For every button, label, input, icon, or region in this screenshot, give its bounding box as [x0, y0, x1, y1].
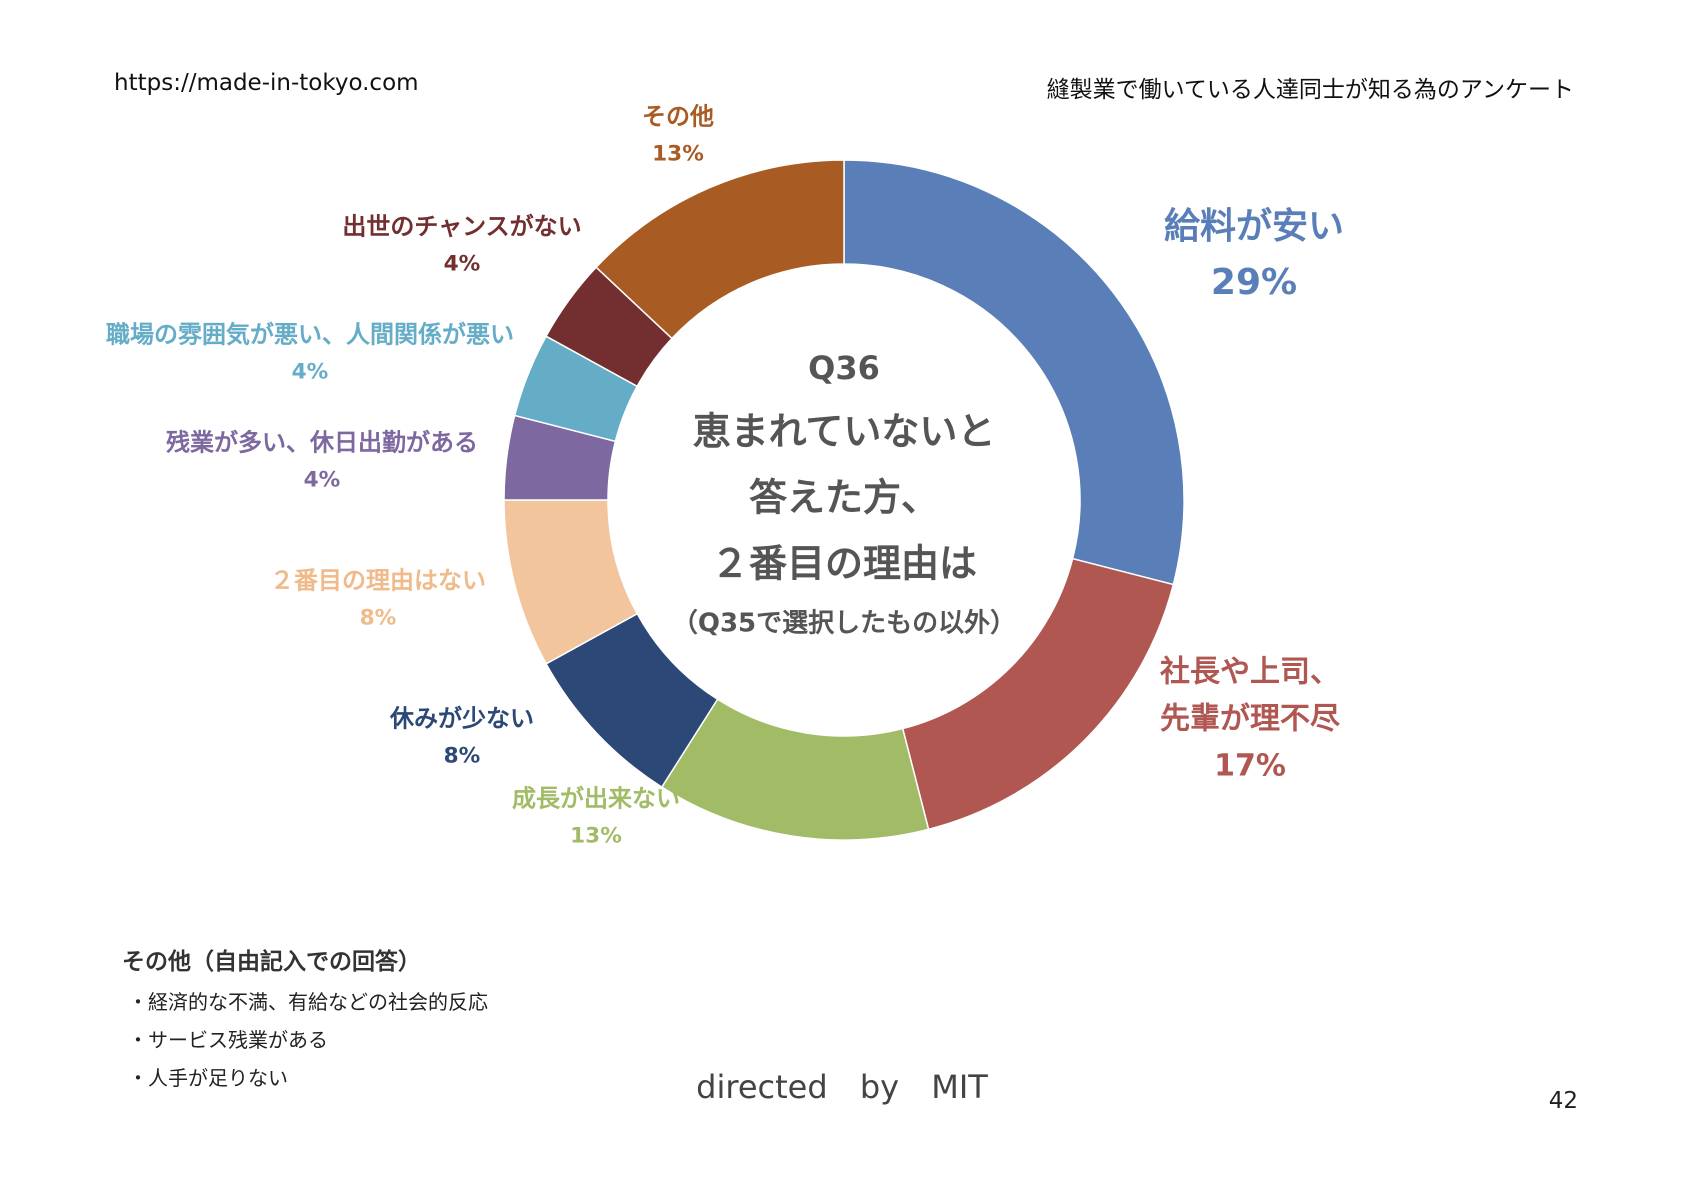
survey-title: 縫製業で働いている人達同士が知る為のアンケート [1046, 77, 1574, 103]
slice-category-label: 休みが少ない [389, 705, 534, 733]
slice-1 [901, 557, 1175, 831]
labels-group: 給料が安い 29% 社長や上司、先輩が理不尽 17% 成長が出来ない 13% 休みが少ない 8… [106, 103, 1344, 849]
site-url[interactable]: https://made-in-tokyo.com [114, 70, 419, 96]
slice-value-label: 4% [444, 252, 481, 277]
slice-value-label: 8% [444, 744, 481, 769]
slice-category-label: 職場の雰囲気が悪い、人間関係が悪い [106, 321, 514, 349]
slice-value-label: 13% [652, 142, 704, 167]
slice-value-label: 29% [1211, 262, 1297, 303]
center-text-line: 恵まれていないと [693, 410, 996, 454]
slice-value-label: 4% [292, 360, 329, 385]
slice-category-label: 給料が安い [1164, 206, 1344, 247]
other-notes: その他（自由記入での回答） ・経済的な不満、有給などの社会的反応 ・サービス残業… [122, 942, 488, 1100]
slice-category-label: ２番目の理由はない [270, 567, 486, 595]
slice-0 [843, 159, 1185, 586]
slice-value-label: 4% [304, 468, 341, 493]
slice-value-label: 13% [570, 824, 622, 849]
note-item: ・人手が足りない [128, 1066, 288, 1090]
center-text-line: 答えた方、 [749, 476, 939, 520]
page-number: 42 [1548, 1088, 1578, 1114]
slice-category-label: 先輩が理不尽 [1160, 702, 1340, 737]
center-text-line: （Q35で選択したもの以外） [672, 609, 1016, 639]
slice-category-label: その他 [642, 103, 714, 131]
notes-title: その他（自由記入での回答） [122, 949, 421, 975]
note-item: ・サービス残業がある [128, 1028, 328, 1052]
slice-8 [595, 159, 845, 340]
slice-category-label: 社長や上司、 [1160, 655, 1340, 690]
slice-value-label: 8% [360, 606, 397, 631]
slice-category-label: 出世のチャンスがない [342, 213, 581, 241]
slices-group [503, 159, 1185, 841]
slice-category-label: 残業が多い、休日出勤がある [166, 429, 478, 457]
center-text-line: ２番目の理由は [711, 542, 977, 586]
slice-category-label: 成長が出来ない [512, 785, 680, 813]
slice-value-label: 17% [1214, 749, 1286, 784]
note-item: ・経済的な不満、有給などの社会的反応 [128, 990, 488, 1014]
center-text-line: Q36 [808, 349, 880, 387]
footer-credit: directed by MIT [696, 1068, 988, 1106]
